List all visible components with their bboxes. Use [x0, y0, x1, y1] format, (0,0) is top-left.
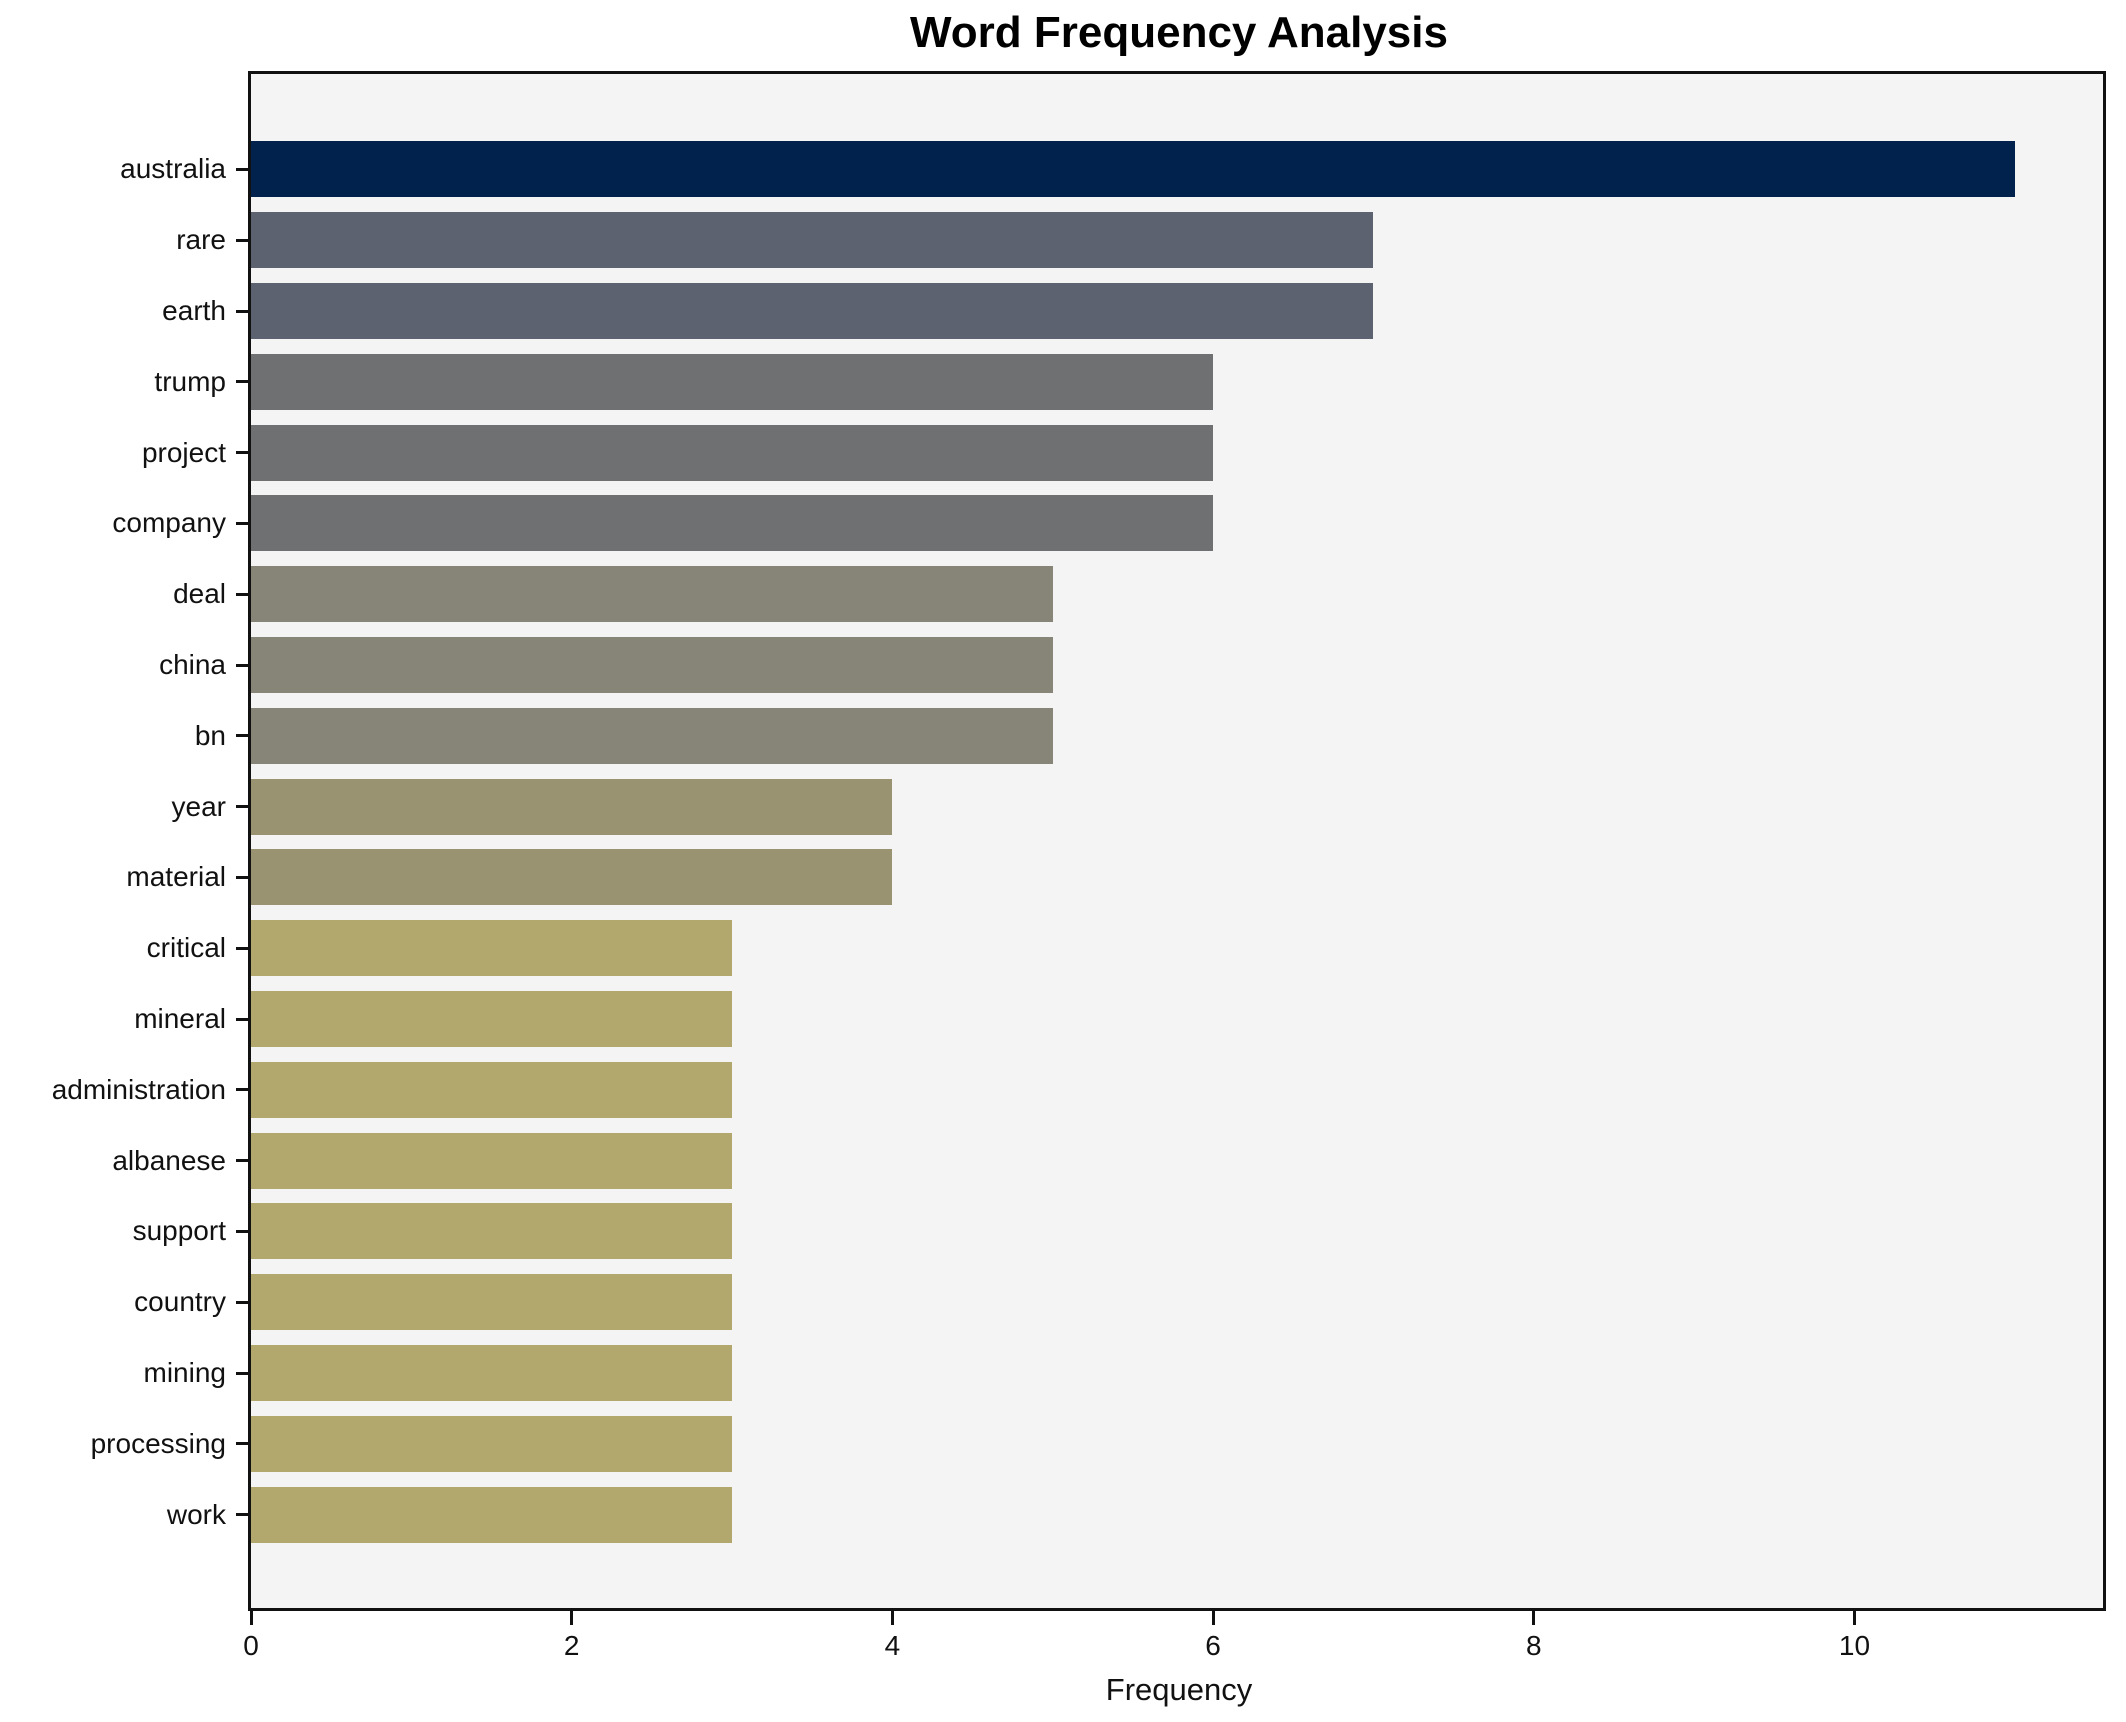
y-tick-mark: [236, 1442, 248, 1446]
y-tick-label-rare: rare: [176, 224, 226, 256]
y-tick-mark: [236, 734, 248, 738]
y-tick-label-australia: australia: [120, 153, 226, 185]
bar-company: [251, 495, 1214, 552]
bar-rare: [251, 212, 1374, 269]
y-tick-mark: [236, 1300, 248, 1304]
bar-processing: [251, 1415, 733, 1472]
y-tick-label-albanese: albanese: [112, 1144, 226, 1176]
x-tick-mark: [249, 1611, 253, 1625]
x-tick-label-2: 2: [563, 1630, 580, 1661]
y-tick-mark: [236, 1159, 248, 1163]
y-tick-label-deal: deal: [173, 578, 226, 610]
bar-china: [251, 637, 1053, 693]
y-tick-label-company: company: [112, 507, 226, 539]
x-axis-label: Frequency: [1105, 1672, 1253, 1707]
y-tick-label-project: project: [141, 436, 226, 468]
y-tick-mark: [236, 309, 248, 313]
bar-year: [251, 778, 893, 835]
y-tick-mark: [236, 1513, 248, 1517]
y-tick-mark: [236, 1371, 248, 1375]
y-tick-mark: [236, 1088, 248, 1092]
x-tick-label-4: 4: [884, 1630, 901, 1661]
y-tick-mark: [236, 805, 248, 809]
y-tick-label-support: support: [132, 1215, 226, 1247]
y-tick-mark: [236, 875, 248, 879]
y-tick-label-processing: processing: [90, 1427, 226, 1459]
bar-australia: [251, 141, 2015, 198]
y-tick-label-mining: mining: [143, 1357, 226, 1388]
y-tick-mark: [236, 238, 248, 242]
y-tick-mark: [236, 451, 248, 455]
y-tick-label-bn: bn: [194, 719, 226, 751]
y-tick-label-trump: trump: [154, 365, 226, 397]
bar-trump: [251, 353, 1214, 410]
y-tick-mark: [236, 663, 248, 667]
bar-material: [251, 849, 893, 906]
bar-albanese: [251, 1132, 733, 1189]
bar-critical: [251, 920, 733, 977]
x-tick-mark: [1532, 1611, 1536, 1625]
bar-support: [251, 1203, 733, 1260]
x-tick-label-8: 8: [1525, 1630, 1542, 1661]
y-tick-label-china: china: [159, 649, 226, 680]
x-tick-mark: [890, 1611, 894, 1625]
y-tick-label-year: year: [171, 790, 226, 822]
y-tick-label-country: country: [134, 1286, 226, 1318]
x-tick-mark: [1852, 1611, 1856, 1625]
x-tick-label-0: 0: [243, 1630, 259, 1661]
bar-work: [251, 1486, 733, 1543]
y-tick-label-administration: administration: [51, 1073, 226, 1105]
y-tick-mark: [236, 1229, 248, 1233]
bar-deal: [251, 566, 1053, 623]
bar-mining: [251, 1345, 733, 1401]
y-tick-label-mineral: mineral: [134, 1003, 226, 1034]
bar-project: [251, 424, 1214, 481]
x-tick-label-10: 10: [1838, 1630, 1871, 1661]
y-tick-label-earth: earth: [162, 295, 226, 326]
chart-title: Word Frequency Analysis: [910, 8, 1448, 57]
x-tick-label-6: 6: [1205, 1630, 1221, 1661]
y-tick-mark: [236, 592, 248, 596]
bar-mineral: [251, 991, 733, 1047]
y-tick-mark: [236, 380, 248, 384]
bar-earth: [251, 283, 1374, 339]
bar-administration: [251, 1061, 733, 1118]
y-tick-mark: [236, 167, 248, 171]
y-tick-mark: [236, 1017, 248, 1021]
y-tick-label-critical: critical: [146, 932, 226, 964]
x-tick-mark: [1211, 1611, 1215, 1625]
bar-country: [251, 1274, 733, 1331]
plot-area: [248, 71, 2106, 1611]
y-tick-mark: [236, 521, 248, 525]
y-tick-label-work: work: [166, 1498, 226, 1530]
x-tick-mark: [570, 1611, 574, 1625]
bar-bn: [251, 707, 1053, 764]
y-tick-mark: [236, 946, 248, 950]
y-tick-label-material: material: [126, 861, 226, 893]
